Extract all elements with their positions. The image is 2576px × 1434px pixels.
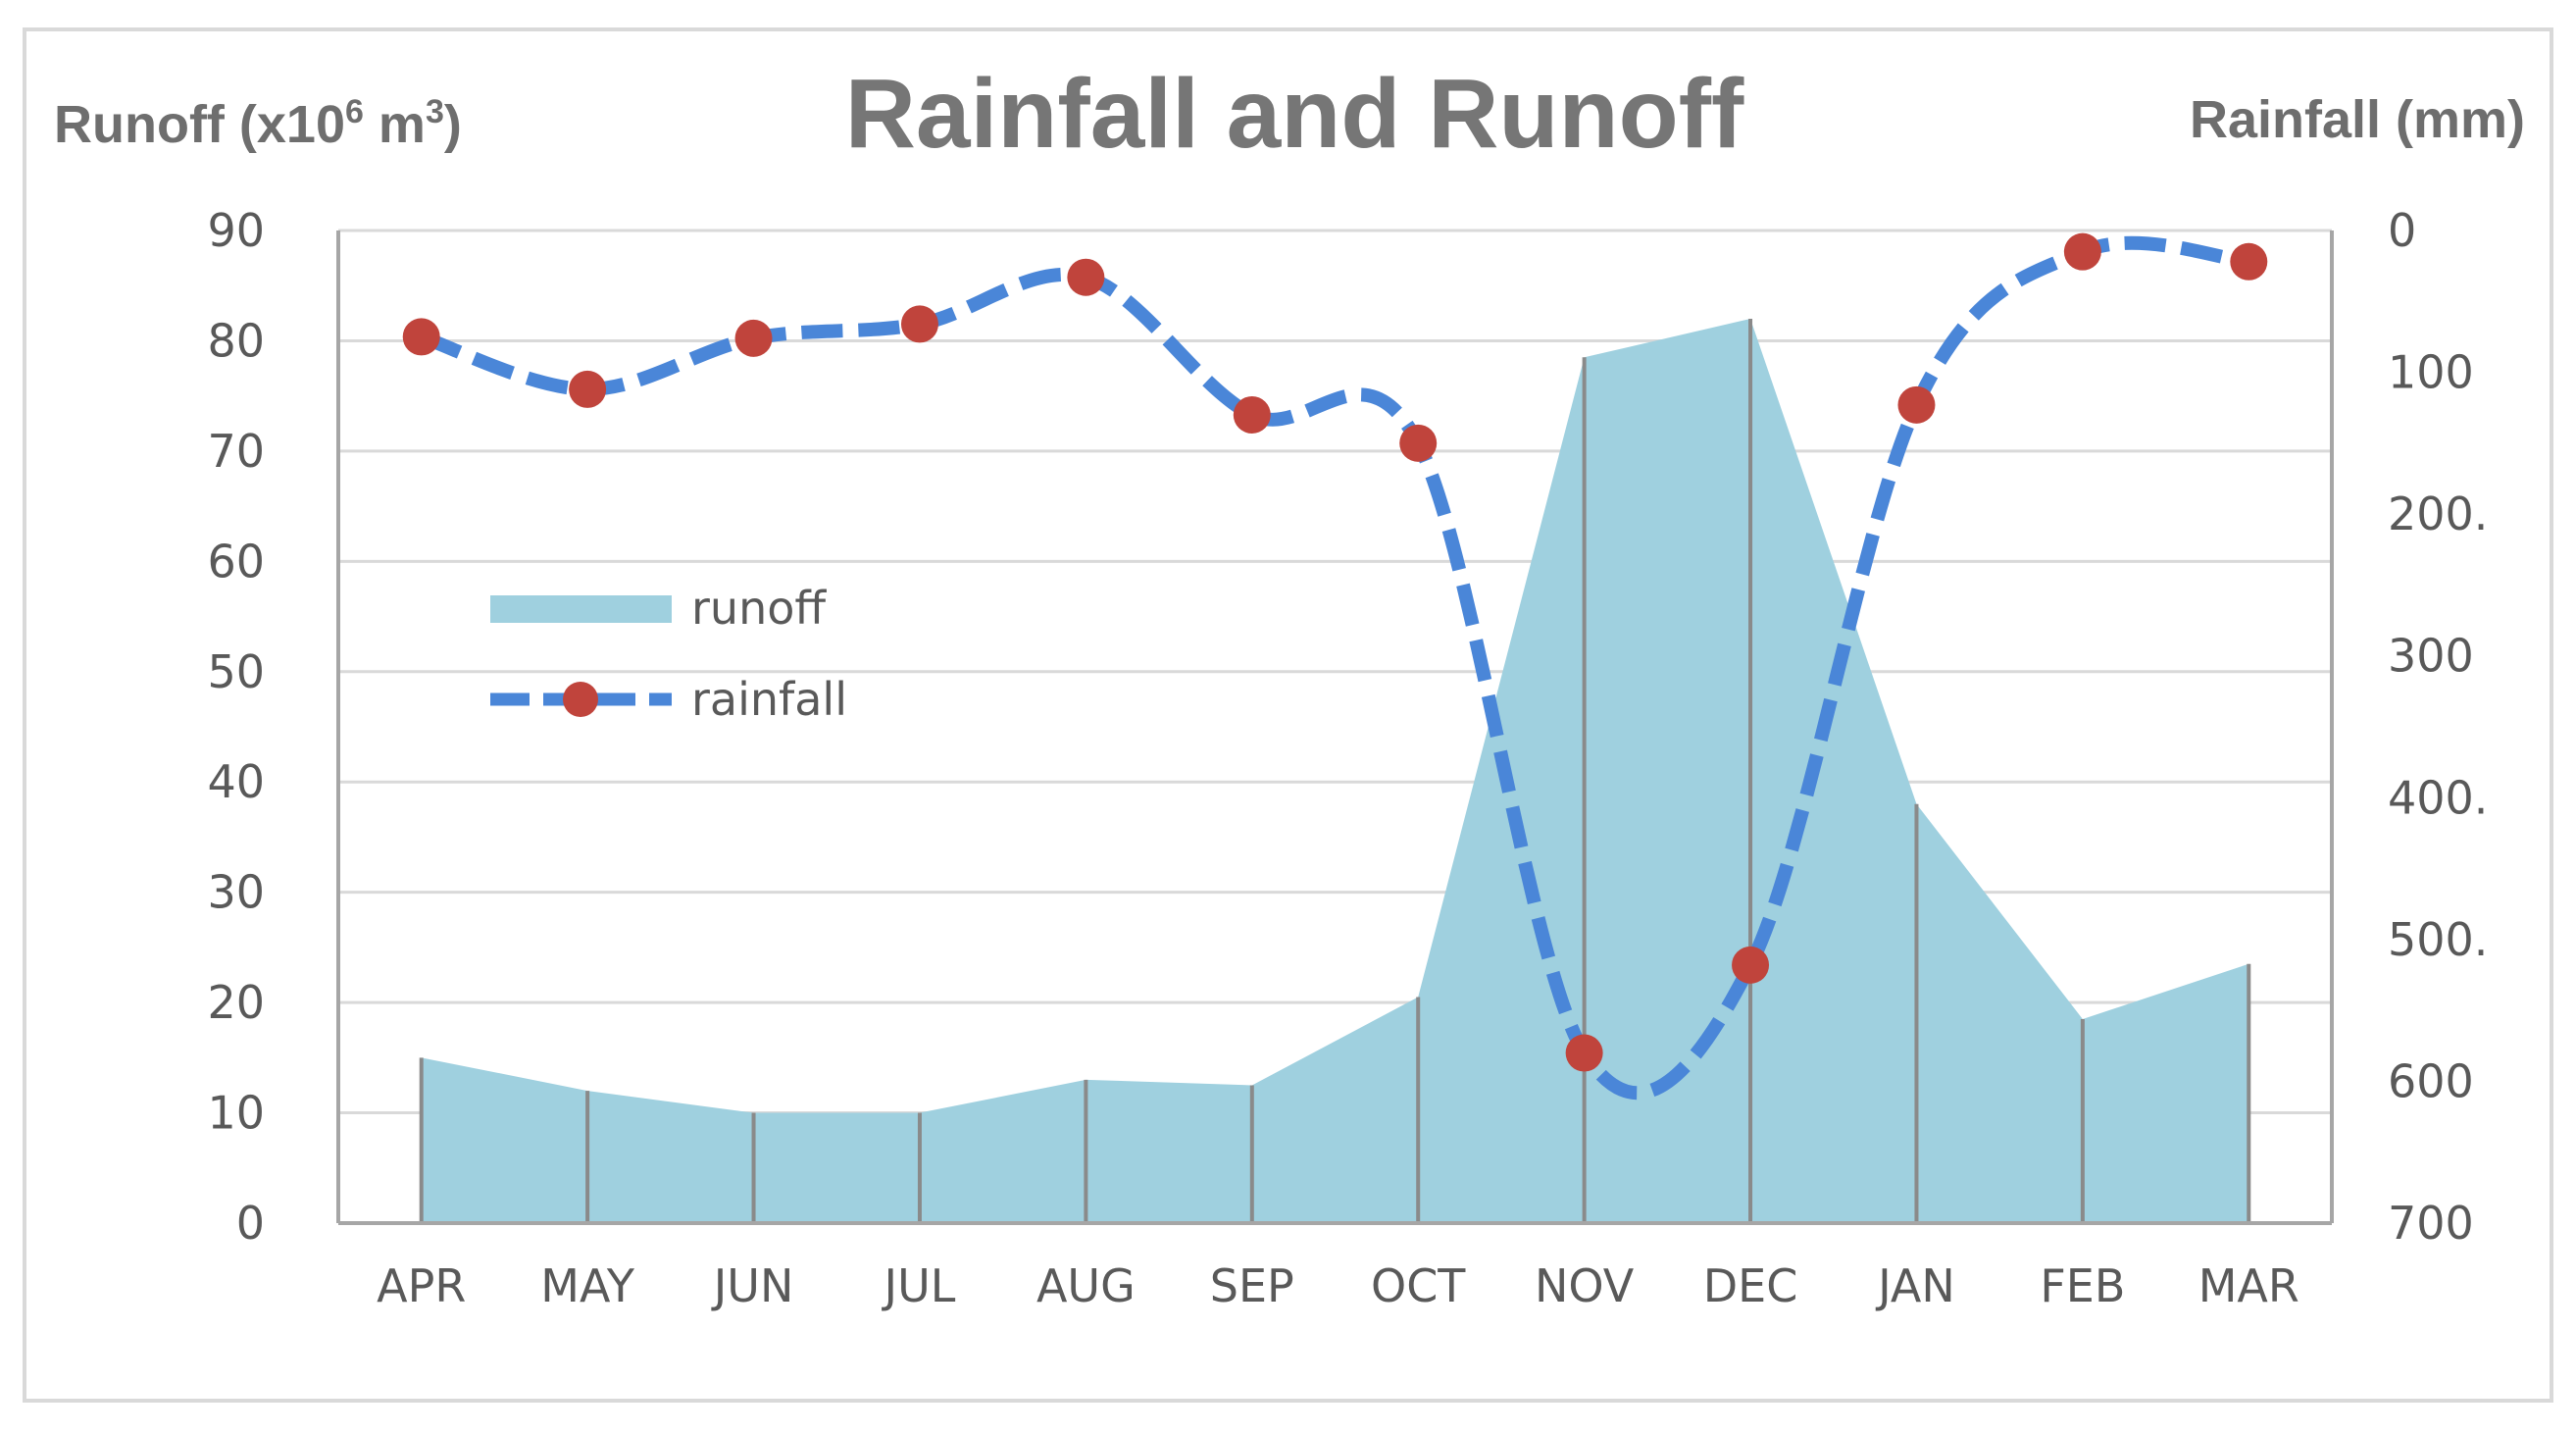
- legend-rainfall-label: rainfall: [691, 673, 847, 726]
- left-tick-label: 60: [207, 535, 265, 588]
- right-tick-label: 100: [2388, 346, 2474, 399]
- right-tick-label: 200.: [2388, 487, 2488, 540]
- left-tick-label: 90: [207, 204, 265, 257]
- rainfall-line: [402, 232, 2268, 1101]
- rainfall-marker: [900, 305, 938, 343]
- rainfall-marker: [569, 370, 607, 408]
- right-axis-title: Rainfall (mm): [2190, 90, 2525, 149]
- rainfall-marker: [1067, 258, 1105, 296]
- category-label: APR: [377, 1259, 466, 1312]
- category-label: MAR: [2198, 1259, 2299, 1312]
- rainfall-marker: [1399, 424, 1438, 462]
- rainfall-marker: [1565, 1034, 1603, 1072]
- rainfall-marker: [1732, 946, 1770, 984]
- left-tick-label: 50: [207, 645, 265, 698]
- category-label: SEP: [1210, 1259, 1294, 1312]
- axes: [336, 230, 2334, 1225]
- legend-runoff-label: runoff: [691, 582, 827, 635]
- right-axis-ticks: 0 100 200. 300 400. 500. 600 700: [2388, 204, 2488, 1250]
- rainfall-marker: [402, 318, 440, 356]
- right-tick-label: 600: [2388, 1054, 2474, 1107]
- rainfall-marker: [2063, 232, 2101, 271]
- category-label: AUG: [1036, 1259, 1136, 1312]
- category-label: FEB: [2040, 1259, 2125, 1312]
- category-label: JAN: [1875, 1259, 1955, 1312]
- left-tick-label: 40: [207, 755, 265, 808]
- left-axis-title: Runoff (x106 m3): [54, 93, 462, 154]
- category-label: MAY: [540, 1259, 635, 1312]
- category-label: NOV: [1535, 1259, 1635, 1312]
- rainfall-marker: [2230, 242, 2268, 281]
- category-label: JUL: [882, 1259, 956, 1312]
- left-tick-label: 70: [207, 425, 265, 478]
- category-label: DEC: [1703, 1259, 1798, 1312]
- category-label: JUN: [711, 1259, 794, 1312]
- left-tick-label: 80: [207, 314, 265, 367]
- chart-title: Rainfall and Runoff: [845, 59, 1744, 169]
- legend: runoff rainfall: [490, 582, 847, 726]
- left-tick-label: 30: [207, 866, 265, 919]
- category-label: OCT: [1371, 1259, 1466, 1312]
- left-axis-ticks: 0 10 20 30 40 50 60 70 80 90: [207, 204, 265, 1250]
- legend-rainfall-marker: [563, 682, 598, 717]
- right-tick-label: 700: [2388, 1197, 2474, 1250]
- rainfall-marker: [734, 319, 773, 357]
- runoff-area-fill: [421, 318, 2249, 1223]
- left-tick-label: 0: [236, 1197, 265, 1250]
- right-tick-label: 400.: [2388, 771, 2488, 824]
- right-tick-label: 300: [2388, 630, 2474, 683]
- right-tick-label: 500.: [2388, 913, 2488, 966]
- rainfall-marker: [1897, 385, 1936, 424]
- runoff-area: [419, 318, 2251, 1223]
- category-labels: APR MAY JUN JUL AUG SEP OCT NOV DEC JAN FEB MAR: [377, 1259, 2299, 1312]
- left-tick-label: 10: [207, 1087, 265, 1140]
- left-tick-label: 20: [207, 976, 265, 1029]
- rainfall-marker: [1233, 395, 1271, 434]
- right-tick-label: 0: [2388, 204, 2416, 257]
- legend-runoff-swatch: [490, 595, 672, 623]
